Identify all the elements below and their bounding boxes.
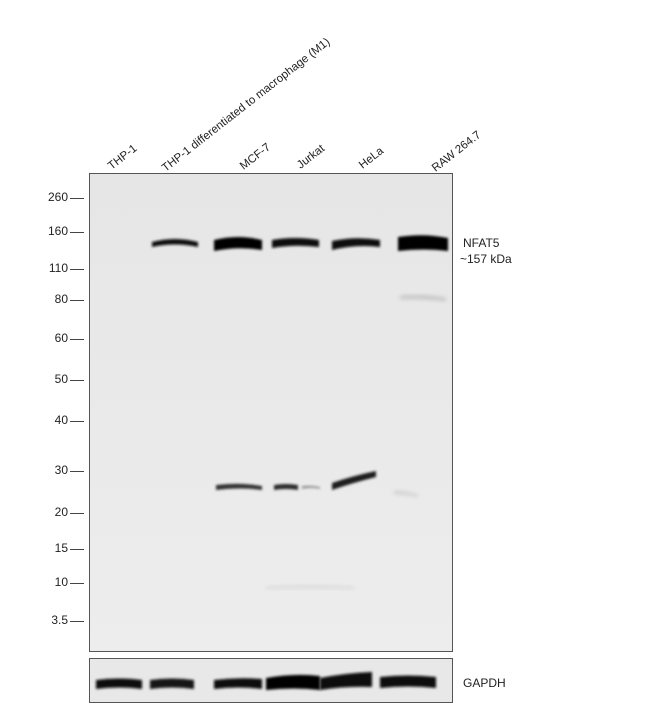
mw-tick-80 (70, 300, 84, 301)
mw-tick-260 (70, 198, 84, 199)
main-blot (89, 173, 453, 652)
mw-label-110: 110 (48, 261, 68, 275)
mw-tick-110 (70, 269, 84, 270)
band-nfat5-jurkat (272, 238, 319, 248)
lane-label-thp1: THP-1 (106, 142, 140, 173)
mw-label-50: 50 (54, 372, 68, 386)
mw-tick-50 (70, 380, 84, 381)
mw-label-3-5: 3.5 (51, 613, 68, 627)
mw-tick-60 (70, 339, 84, 340)
band-gapdh-hela (320, 672, 372, 690)
mw-tick-30 (70, 471, 84, 472)
band-faint-raw-80 (400, 295, 446, 301)
band-25-raw (394, 491, 418, 497)
mw-label-40: 40 (54, 413, 68, 427)
mw-label-60: 60 (54, 331, 68, 345)
band-nfat5-hela (332, 238, 380, 250)
loading-control-label: GAPDH (463, 676, 506, 690)
lane-label-raw2647: RAW 264.7 (430, 129, 484, 175)
mw-tick-20 (70, 513, 84, 514)
lane-label-hela: HeLa (357, 145, 387, 172)
mw-label-10: 10 (54, 575, 68, 589)
mw-label-260: 260 (47, 190, 68, 204)
gapdh-blot-image (90, 659, 452, 702)
lane-label-jurkat: Jurkat (295, 142, 328, 172)
mw-tick-10 (70, 583, 84, 584)
gapdh-blot (89, 658, 453, 703)
band-gapdh-mcf7 (214, 678, 262, 689)
mw-label-15: 15 (54, 541, 68, 555)
band-gapdh-raw (380, 675, 436, 688)
band-nfat5-thp1-m1 (152, 239, 198, 247)
target-name: NFAT5 (463, 236, 500, 250)
mw-label-30: 30 (54, 463, 68, 477)
mw-tick-3-5 (70, 621, 84, 622)
band-nfat5-mcf7 (214, 237, 262, 251)
mw-label-20: 20 (54, 505, 68, 519)
band-gapdh-thp1 (96, 678, 142, 689)
band-25-hela (332, 471, 376, 490)
band-25-mcf7 (216, 483, 262, 490)
main-blot-image (90, 174, 452, 651)
band-25-jurkat-faint (302, 485, 320, 489)
lane-label-mcf7: MCF-7 (238, 141, 274, 173)
smudge-low (266, 585, 354, 589)
band-nfat5-raw2647 (398, 235, 448, 251)
band-gapdh-jurkat (266, 674, 320, 690)
mw-tick-160 (70, 232, 84, 233)
mw-tick-40 (70, 421, 84, 422)
mw-tick-15 (70, 549, 84, 550)
mw-label-80: 80 (54, 292, 68, 306)
band-gapdh-thp1-m1 (150, 678, 194, 689)
target-size: ~157 kDa (460, 252, 512, 266)
band-25-jurkat (274, 484, 298, 490)
mw-label-160: 160 (47, 224, 68, 238)
